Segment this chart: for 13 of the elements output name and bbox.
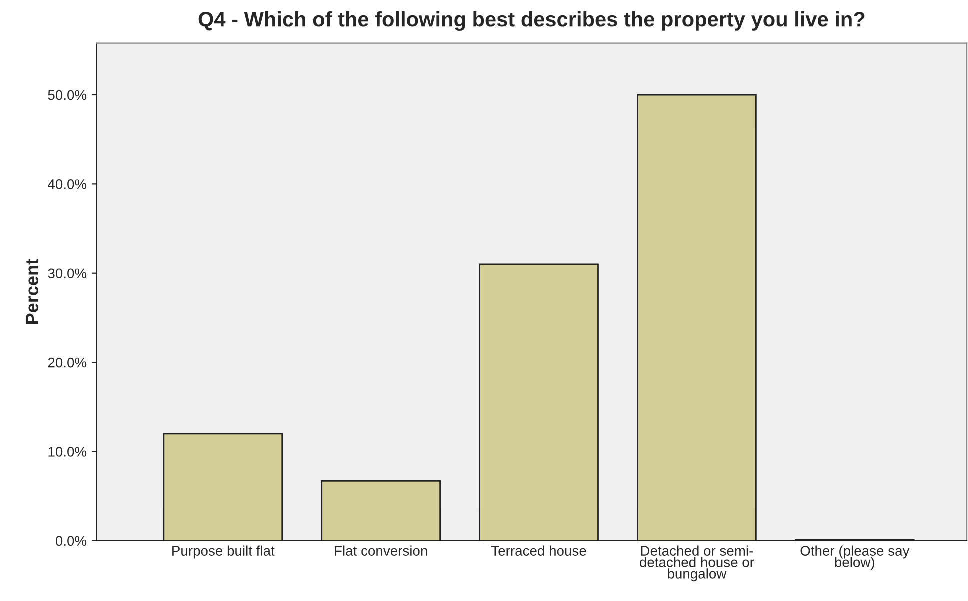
y-tick-label: 10.0%: [48, 447, 87, 457]
x-tick-label: Flat conversion: [335, 546, 428, 556]
x-tick-label: Purpose built flat: [172, 546, 275, 559]
x-tick-label: Terraced house: [491, 546, 586, 556]
y-tick-label: 40.0%: [48, 180, 87, 190]
x-tick-label: Other (please say below): [800, 546, 910, 570]
chart-title: Q4 - Which of the following best describes the property you live in?: [198, 12, 865, 32]
y-axis-title: Percent: [26, 259, 39, 324]
y-tick-label: 30.0%: [48, 268, 87, 279]
y-tick-label: 50.0%: [48, 90, 87, 100]
x-tick-label: Detached or semi- detached house or bungalow: [640, 546, 754, 582]
y-tick-label: 20.0%: [48, 358, 87, 368]
y-tick-label: 0.0%: [56, 536, 87, 546]
